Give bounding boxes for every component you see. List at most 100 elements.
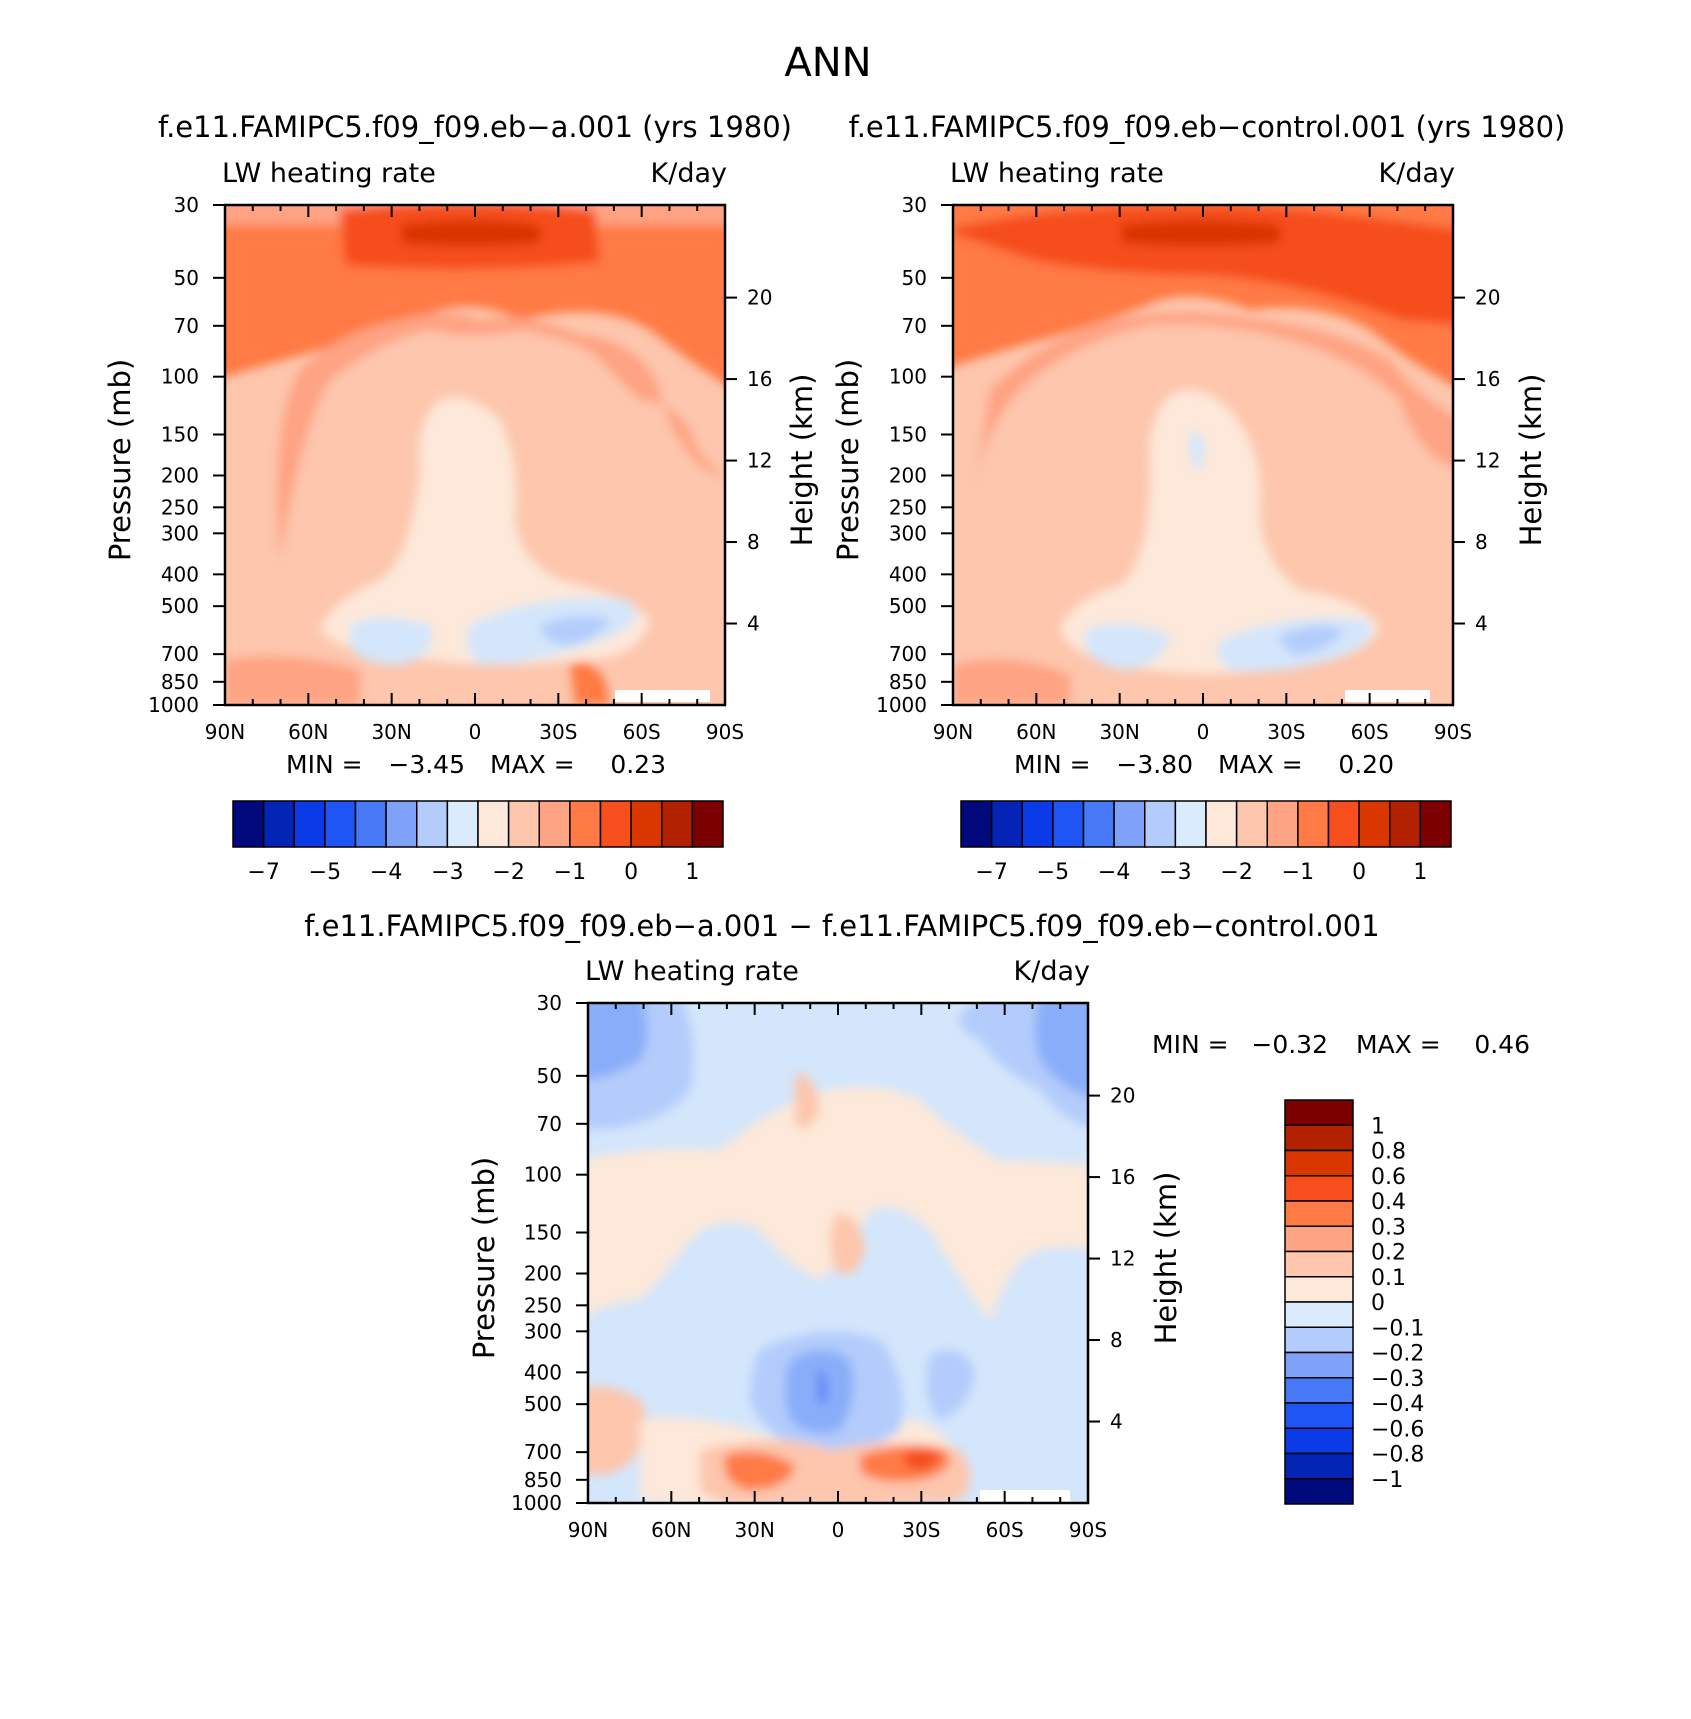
height-tick-label: 8 <box>1110 1328 1123 1352</box>
colorbar-label: −5 <box>1037 860 1069 885</box>
height-tick-label: 12 <box>1110 1247 1135 1271</box>
y-tick-label: 500 <box>161 594 199 618</box>
colorbar-box <box>1284 1377 1354 1404</box>
colorbar-box <box>1113 800 1146 848</box>
panel-3-left-string: LW heating rate <box>585 956 799 987</box>
x-tick-label: 90N <box>933 720 973 744</box>
colorbar-label: −1 <box>1371 1468 1403 1493</box>
colorbar-box <box>1284 1402 1354 1429</box>
panel-3-right-string: K/day <box>1014 956 1090 987</box>
x-tick-label: 30N <box>734 1518 774 1542</box>
panel-1: f.e11.FAMIPC5.f09_f09.eb−a.001 (yrs 1980… <box>103 110 819 885</box>
y-tick-label: 100 <box>524 1163 562 1187</box>
colorbar-box <box>1419 800 1452 848</box>
colorbar-box <box>1284 1478 1354 1505</box>
colorbar-label: 1 <box>685 860 699 885</box>
x-tick-label: 90S <box>706 720 744 744</box>
colorbar-box <box>569 800 602 848</box>
panel-2-axes: 90N 60N 30N 0 30S 60S 90S 30 50 70 100 150 200 250300… <box>876 193 1500 744</box>
panel-1-max-label: MAX = <box>490 750 575 779</box>
colorbar-box <box>960 800 993 848</box>
y-tick-label: 500 <box>889 594 927 618</box>
panel-1-ylabel-right: Height (km) <box>785 374 819 547</box>
height-tick-label: 4 <box>1475 612 1488 636</box>
colorbar-box <box>691 800 724 848</box>
colorbar-label: 0.1 <box>1371 1266 1406 1291</box>
colorbar-box <box>232 800 265 848</box>
colorbar-label: −4 <box>370 860 402 885</box>
y-tick-label: 200 <box>161 464 199 488</box>
y-tick-label: 300 <box>889 521 927 545</box>
y-tick-label: 30 <box>174 193 199 217</box>
y-tick-label: 400 <box>161 562 199 586</box>
colorbar-box <box>1144 800 1177 848</box>
panel-2-colorbar: −7 −5 −4 −3 −2 −1 0 1 <box>960 800 1452 885</box>
colorbar-box <box>1284 1427 1354 1455</box>
height-tick-label: 16 <box>1110 1165 1135 1189</box>
panel-1-axes: 90N 60N 30N 0 30S 60S 90S 30 50 70 100 150 200 250300… <box>148 193 772 744</box>
y-tick-label: 700 <box>524 1440 562 1464</box>
y-tick-label: 300 <box>524 1319 562 1343</box>
height-tick-label: 4 <box>1110 1410 1123 1434</box>
height-tick-label: 8 <box>747 530 760 554</box>
colorbar-box <box>1235 800 1268 848</box>
y-tick-label: 70 <box>537 1112 562 1136</box>
x-tick-label: 30S <box>902 1518 940 1542</box>
y-tick-label: 400 <box>524 1360 562 1384</box>
panel-2-ylabel-right: Height (km) <box>1514 374 1548 547</box>
colorbar-box <box>1284 1250 1354 1278</box>
x-tick-label: 90S <box>1434 720 1472 744</box>
colorbar-box <box>1389 800 1422 848</box>
y-tick-label: 1000 <box>148 693 199 717</box>
colorbar-box <box>416 800 449 848</box>
panel-3-axes: 90N 60N 30N 0 30S 60S 90S 30 50 70 100 150 200 250300… <box>511 991 1135 1542</box>
panel-1-left-string: LW heating rate <box>222 158 436 189</box>
height-tick-label: 16 <box>747 367 772 391</box>
x-tick-label: 60S <box>623 720 661 744</box>
colorbar-box <box>1284 1099 1354 1126</box>
colorbar-label: −1 <box>554 860 586 885</box>
colorbar-box <box>1174 800 1207 848</box>
y-tick-label: 100 <box>889 365 927 389</box>
y-tick-label: 100 <box>161 365 199 389</box>
colorbar-box <box>1266 800 1299 848</box>
x-tick-label: 90S <box>1069 1518 1107 1542</box>
panel-3: f.e11.FAMIPC5.f09_f09.eb−a.001 − f.e11.F… <box>304 909 1530 1542</box>
colorbar-label: −5 <box>309 860 341 885</box>
x-tick-label: 60N <box>1016 720 1056 744</box>
colorbar-box <box>599 800 632 848</box>
colorbar-box <box>1082 800 1115 848</box>
y-tick-label: 150 <box>889 422 927 446</box>
height-tick-label: 12 <box>747 449 772 473</box>
colorbar-label: −0.1 <box>1371 1316 1424 1341</box>
x-tick-label: 0 <box>832 1518 845 1542</box>
colorbar-label: 0.6 <box>1371 1165 1406 1190</box>
y-tick-label: 850 <box>161 670 199 694</box>
colorbar-box <box>1297 800 1330 848</box>
y-tick-label: 150 <box>161 422 199 446</box>
y-tick-label: 150 <box>524 1220 562 1244</box>
y-tick-label: 500 <box>524 1392 562 1416</box>
y-tick-label: 50 <box>902 266 927 290</box>
panel-2-title: f.e11.FAMIPC5.f09_f09.eb−control.001 (yr… <box>849 110 1566 144</box>
y-tick-label: 70 <box>902 314 927 338</box>
panel-2-right-string: K/day <box>1379 158 1455 189</box>
height-tick-label: 20 <box>747 286 772 310</box>
colorbar-label: −3 <box>1159 860 1191 885</box>
colorbar-box <box>1021 800 1054 848</box>
colorbar-box <box>1284 1452 1354 1480</box>
colorbar-box <box>1052 800 1085 848</box>
y-tick-label: 50 <box>537 1064 562 1088</box>
y-tick-label: 250 <box>524 1293 562 1317</box>
y-tick-label: 700 <box>889 642 927 666</box>
height-tick-label: 16 <box>1475 367 1500 391</box>
y-tick-label: 1000 <box>876 693 927 717</box>
panel-1-title: f.e11.FAMIPC5.f09_f09.eb−a.001 (yrs 1980… <box>158 110 792 144</box>
panel-3-min-label: MIN = <box>1152 1030 1229 1059</box>
colorbar-box <box>507 800 540 848</box>
colorbar-label: −0.6 <box>1371 1417 1424 1442</box>
x-tick-label: 30N <box>371 720 411 744</box>
panel-1-min-value: −3.45 <box>388 750 465 779</box>
x-tick-label: 0 <box>1197 720 1210 744</box>
